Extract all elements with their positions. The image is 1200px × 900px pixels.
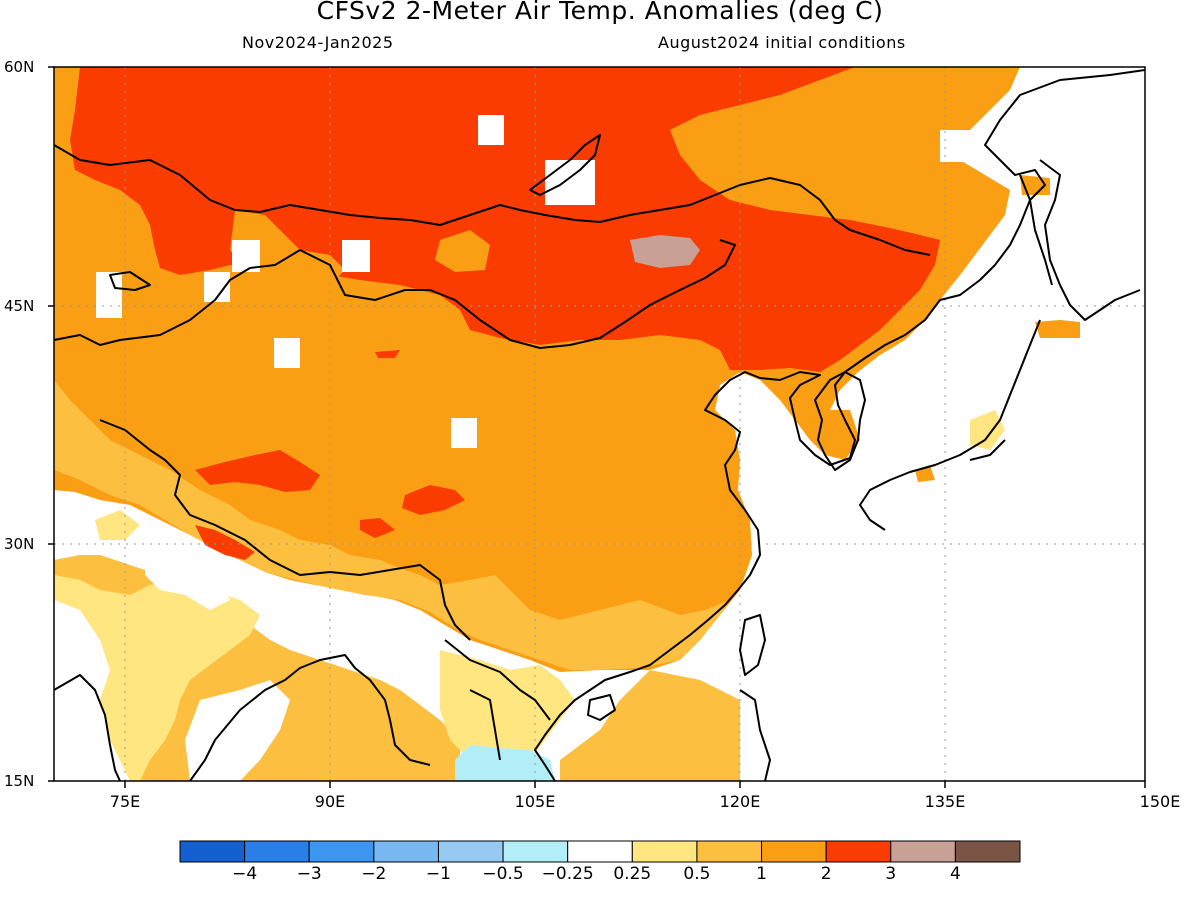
colorbar-swatch [825,840,892,863]
anomaly-region-red-tibet [195,350,465,560]
forecast-period: Nov2024-Jan2025 [242,33,394,52]
colorbar-tick-label: 0.5 [683,864,711,884]
axis-ticks [48,66,1146,788]
lon-label-105e: 105E [514,792,556,811]
colorbar-tick-label: −0.5 [482,864,524,884]
colorbar-tick-label: −2 [361,864,387,884]
colorbar-swatch [373,840,439,863]
colorbar-swatch [696,840,763,863]
colorbar-tick-label: 4 [949,864,961,884]
colorbar-swatch [502,840,569,863]
anomaly-region-light-orange [54,380,740,781]
coastlines-and-borders [53,69,1146,782]
colorbar-tick-label: 2 [820,864,832,884]
colorbar-tick-label: 3 [885,864,897,884]
anomaly-region-mauve [630,235,700,268]
lat-label-60n: 60N [4,58,35,76]
lon-label-90e: 90E [314,792,346,811]
lat-label-45n: 45N [4,297,35,315]
colorbar-tick-label: −3 [296,864,322,884]
anomaly-region-orange-inner [230,210,490,295]
colorbar-tick-label: 1 [756,864,767,884]
lat-label-15n: 15N [4,772,35,790]
anomaly-region-light-blue [455,745,555,781]
anomaly-region-near-zero [54,550,290,781]
lon-label-120e: 120E [719,792,761,811]
colorbar-swatch [179,840,246,863]
colorbar-tick-label: −1 [425,864,451,884]
map-frame [53,66,1146,782]
colorbar-tick-label: −4 [232,864,258,884]
colorbar-swatch [437,840,504,863]
colorbar-tick-label: −0.25 [541,864,594,884]
lon-label-135e: 135E [924,792,966,811]
colorbar-swatch [244,840,310,863]
colorbar-swatch [631,840,698,863]
anomaly-region-pale-yellow [54,410,1005,781]
lon-label-75e: 75E [109,792,141,811]
lat-label-30n: 30N [4,535,35,553]
anomaly-region-red [70,67,940,372]
colorbar-swatch [308,840,375,863]
colorbar-swatch [567,840,633,863]
colorbar-swatch [761,840,827,863]
colorbar-swatch [890,840,956,863]
colorbar-tick-label: 0.25 [613,864,652,884]
anomaly-field [54,67,1145,781]
colorbar [179,840,1021,863]
graticule [54,67,1145,781]
colorbar-swatch [954,840,1021,863]
initial-conditions: August2024 initial conditions [658,33,906,52]
map-title: CFSv2 2-Meter Air Temp. Anomalies (deg C… [316,0,884,25]
lon-label-150e: 150E [1139,792,1181,811]
